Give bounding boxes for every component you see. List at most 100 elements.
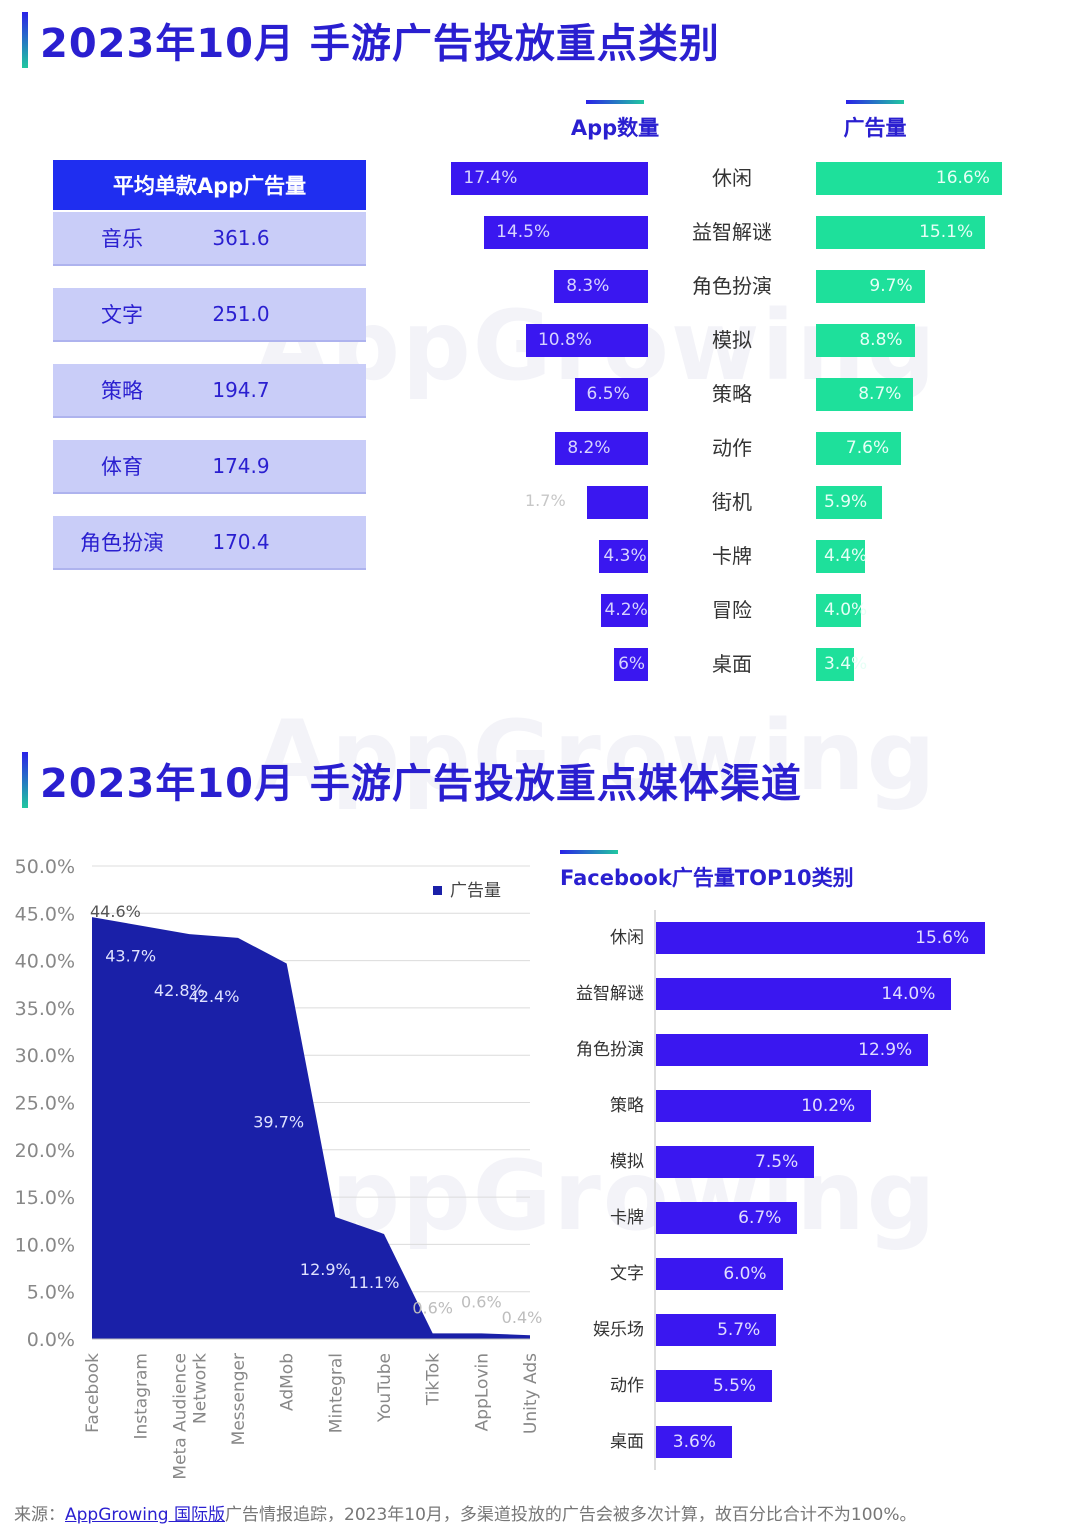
ad-volume-label: 5.9% xyxy=(824,492,868,512)
section2-title: 2023年10月 手游广告投放重点媒体渠道 xyxy=(22,752,802,808)
app-count-bar: 17.4% xyxy=(451,162,648,195)
ad-volume-label: 9.7% xyxy=(869,276,913,296)
x-tick-label: Instagram xyxy=(132,1353,152,1440)
x-tick-label: Meta Audience xyxy=(170,1353,190,1480)
area-data-label: 0.6% xyxy=(461,1292,502,1311)
ad-volume-bar: 16.6% xyxy=(816,162,1002,195)
ad-volume-bar: 7.6% xyxy=(816,432,902,465)
category-label: 益智解谜 xyxy=(692,220,772,244)
avg-table-row: 体育 174.9 xyxy=(53,440,366,494)
ad-volume-label: 8.7% xyxy=(858,384,902,404)
y-tick-label: 50.0% xyxy=(15,856,75,878)
y-tick-label: 25.0% xyxy=(15,1093,75,1115)
fb-bar-label: 6.0% xyxy=(723,1264,767,1284)
category-label: 卡牌 xyxy=(712,544,752,568)
ad-volume-bar: 15.1% xyxy=(816,216,986,249)
avg-row-value: 251.0 xyxy=(212,302,270,326)
fb-category-label: 娱乐场 xyxy=(593,1320,644,1340)
avg-table-row: 角色扮演 170.4 xyxy=(53,516,366,570)
fb-bar: 6.7% xyxy=(656,1202,798,1234)
avg-row-value: 170.4 xyxy=(212,530,270,554)
app-count-bar: 8.2% xyxy=(555,432,648,465)
footer-link[interactable]: AppGrowing 国际版 xyxy=(65,1505,225,1525)
app-count-label: 1.7% xyxy=(525,491,566,510)
fb-bar-label: 12.9% xyxy=(858,1040,913,1060)
fb-bar-label: 5.5% xyxy=(712,1376,757,1396)
title-accent-bar xyxy=(22,752,28,808)
fb-category-label: 策略 xyxy=(610,1096,644,1116)
y-tick-label: 15.0% xyxy=(15,1187,75,1209)
legend-swatch xyxy=(433,886,442,895)
category-label: 休闲 xyxy=(712,166,752,190)
fb-bar-label: 5.7% xyxy=(717,1320,761,1340)
fb-bar: 14.0% xyxy=(656,978,952,1010)
legend-label: 广告量 xyxy=(450,881,501,901)
footer-suffix: 广告情报追踪，2023年10月，多渠道投放的广告会被多次计算，故百分比合计不为1… xyxy=(225,1505,917,1525)
title-accent-bar xyxy=(22,12,28,68)
ad-volume-label: 3.4% xyxy=(824,654,868,674)
footer-prefix: 来源： xyxy=(14,1505,65,1525)
app-count-bar: 8.3% xyxy=(554,270,648,303)
fb-bar: 6.0% xyxy=(656,1258,783,1290)
app-count-label: 4.2% xyxy=(604,600,648,620)
fb-category-label: 模拟 xyxy=(610,1152,644,1172)
app-count-header: App数量 xyxy=(560,100,670,142)
x-tick-label: Unity Ads xyxy=(521,1353,541,1434)
fb-bar: 5.5% xyxy=(656,1370,773,1402)
facebook-top10-title: Facebook广告量TOP10类别 xyxy=(560,850,880,892)
app-count-bar: 6% xyxy=(614,648,648,681)
ad-volume-header: 广告量 xyxy=(820,100,930,142)
x-tick-label: Facebook xyxy=(83,1353,103,1433)
avg-row-category: 角色扮演 xyxy=(80,531,164,555)
avg-row-category: 文字 xyxy=(101,303,143,327)
y-tick-label: 10.0% xyxy=(15,1234,75,1256)
app-count-bar xyxy=(586,486,648,519)
area-series xyxy=(92,917,530,1339)
ad-volume-bar: 4.0% xyxy=(816,594,867,627)
avg-row-value: 194.7 xyxy=(212,378,270,402)
area-data-label: 0.6% xyxy=(412,1298,453,1317)
app-count-bar: 10.8% xyxy=(525,324,648,357)
category-label: 策略 xyxy=(712,382,752,406)
app-count-label: 17.4% xyxy=(463,168,518,188)
app-count-label: 10.8% xyxy=(537,330,592,350)
area-data-label: 42.4% xyxy=(189,987,240,1006)
fb-bar: 10.2% xyxy=(656,1090,872,1122)
ad-volume-label: 4.0% xyxy=(824,600,868,620)
avg-table-row: 音乐 361.6 xyxy=(53,212,366,266)
avg-row-category: 音乐 xyxy=(101,227,143,251)
category-label: 桌面 xyxy=(712,652,752,676)
x-tick-label: AdMob xyxy=(278,1353,298,1411)
category-label: 动作 xyxy=(712,436,752,460)
avg-row-category: 策略 xyxy=(101,379,143,403)
ad-volume-label: 4.4% xyxy=(824,546,868,566)
category-label: 模拟 xyxy=(712,328,752,352)
y-tick-label: 45.0% xyxy=(15,903,75,925)
y-tick-label: 35.0% xyxy=(15,998,75,1020)
ad-volume-bar: 8.7% xyxy=(816,378,914,411)
ad-volume-bar: 4.4% xyxy=(816,540,868,573)
fb-bar-label: 6.7% xyxy=(738,1208,782,1228)
fb-bar: 15.6% xyxy=(656,922,986,954)
fb-category-label: 休闲 xyxy=(610,928,644,948)
app-count-bar: 4.2% xyxy=(600,594,648,627)
area-data-label: 43.7% xyxy=(105,947,156,966)
section1-title-text: 2023年10月 手游广告投放重点类别 xyxy=(40,21,720,67)
y-tick-label: 40.0% xyxy=(15,951,75,973)
app-count-label: 8.3% xyxy=(566,276,610,296)
x-tick-label: AppLovin xyxy=(472,1353,492,1431)
y-tick-label: 30.0% xyxy=(15,1045,75,1067)
y-tick-label: 0.0% xyxy=(27,1329,75,1351)
ad-volume-bar: 3.4% xyxy=(816,648,867,681)
x-tick-label: TikTok xyxy=(424,1353,444,1406)
fb-category-label: 动作 xyxy=(610,1376,644,1396)
avg-table-header: 平均单款App广告量 xyxy=(53,160,366,210)
ad-volume-label: 16.6% xyxy=(935,168,990,188)
fb-axis-line xyxy=(654,910,656,1470)
fb-category-label: 卡牌 xyxy=(610,1208,644,1228)
app-count-label: 6% xyxy=(618,654,646,674)
app-count-label: 6.5% xyxy=(586,384,630,404)
area-data-label: 44.6% xyxy=(90,902,141,921)
area-data-label: 42.8% xyxy=(154,981,205,1000)
fb-bar-label: 7.5% xyxy=(755,1152,799,1172)
